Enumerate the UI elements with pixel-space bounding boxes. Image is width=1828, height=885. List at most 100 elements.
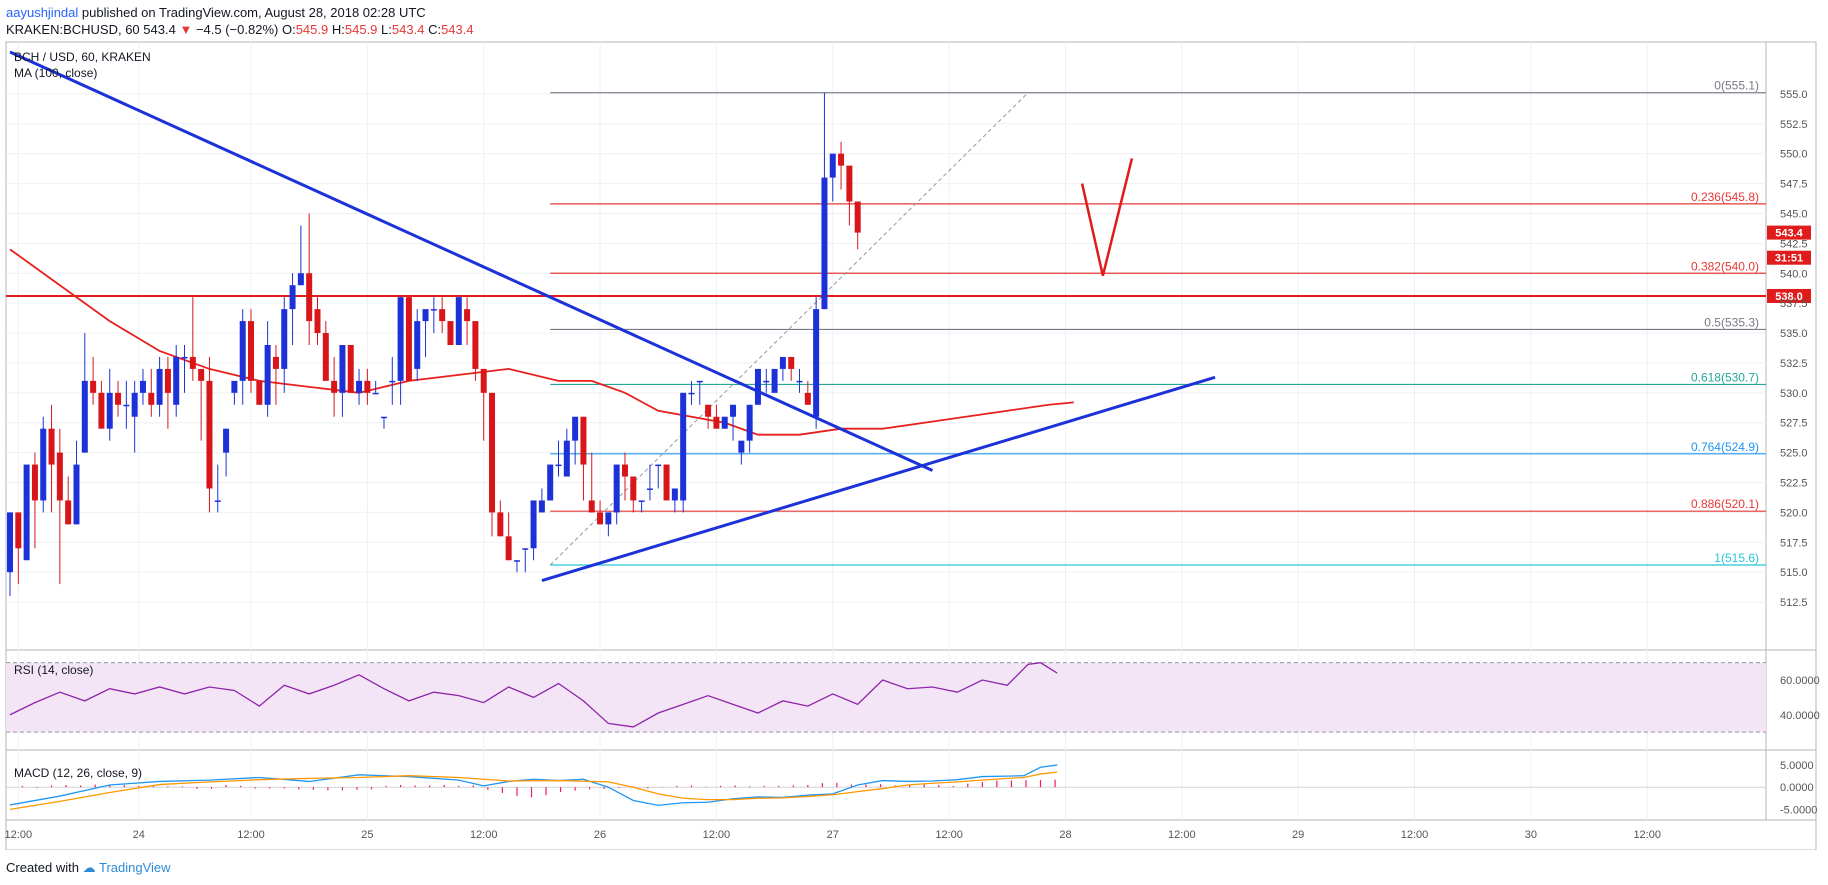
candle-body [721, 416, 728, 429]
rsi-tick-label: 40.0000 [1780, 710, 1820, 722]
time-tick-label: 28 [1059, 829, 1071, 841]
candle-body [23, 464, 30, 561]
time-tick-label: 12:00 [1633, 829, 1661, 841]
candle-body [779, 356, 786, 369]
candle-body [389, 380, 396, 383]
trendlines[interactable] [9, 50, 1216, 582]
candle-body [173, 356, 180, 405]
price-tick-label: 532.5 [1780, 358, 1808, 370]
candle-body [314, 309, 321, 334]
down-arrow-icon: ▼ [179, 22, 193, 37]
rsi-band-fill [6, 662, 1766, 733]
candle-body [605, 512, 612, 525]
candle-body [754, 368, 761, 405]
candle-body [738, 440, 745, 453]
price-axis[interactable]: 512.5 515.0 517.5 520.0 522.5 525.0 527.5 530.0… [1767, 89, 1811, 609]
candle-body [572, 416, 579, 441]
rsi-legend: RSI (14, close) [14, 663, 93, 677]
chart-title: BCH / USD, 60, KRAKEN [14, 50, 151, 64]
time-tick-label: 12:00 [935, 829, 963, 841]
rsi-band [6, 662, 1766, 733]
candle-body [281, 309, 288, 369]
candle-body [688, 392, 695, 395]
fib-level-label: 0.618(530.7) [1691, 370, 1759, 384]
candle-body [106, 392, 113, 429]
time-tick-label: 26 [594, 829, 606, 841]
price-tick-label: 540.0 [1780, 268, 1808, 280]
macd-tick-label: 0.0000 [1780, 782, 1814, 794]
candle-body [555, 464, 562, 467]
signal-line [9, 771, 1058, 810]
candle-body [90, 380, 97, 393]
candle-body [306, 273, 313, 322]
price-tick-label: 520.0 [1780, 507, 1808, 519]
candle-body [705, 404, 712, 417]
candle-body [796, 380, 803, 383]
candle-body [447, 321, 454, 345]
candle-body [164, 368, 171, 393]
candle-body [613, 464, 620, 513]
candle-body [480, 368, 487, 393]
close-value: 543.4 [441, 22, 474, 37]
candle-body [655, 464, 662, 467]
candle-body [829, 153, 836, 178]
macd-pane: 5.0000 0.0000 -5.0000 [6, 760, 1817, 816]
price-tick-label: 512.5 [1780, 597, 1808, 609]
time-tick-label: 25 [361, 829, 373, 841]
time-tick-label: 12:00 [5, 829, 33, 841]
fib-level-label: 0.886(520.1) [1691, 497, 1759, 511]
price-tick-label: 550.0 [1780, 149, 1808, 161]
time-tick-label: 30 [1525, 829, 1537, 841]
candle-body [131, 392, 138, 417]
candle-body [198, 368, 205, 381]
candles [7, 92, 861, 597]
fib-level-label: 0.382(540.0) [1691, 259, 1759, 273]
candle-body [40, 428, 47, 501]
candle-body [638, 500, 645, 502]
time-tick-label: 12:00 [237, 829, 265, 841]
candle-body [356, 380, 363, 393]
fib-level-label: 0(555.1) [1714, 79, 1759, 93]
candle-body [81, 380, 88, 453]
current-price-label: 31:51 [1775, 253, 1803, 265]
candle-body [347, 345, 354, 393]
candle-body [763, 380, 770, 383]
candle-body [597, 512, 604, 525]
price-tick-label: 517.5 [1780, 537, 1808, 549]
close-label: C: [428, 22, 442, 37]
candle-body [455, 297, 462, 345]
candle-body [65, 500, 72, 525]
ma-legend: MA (100, close) [14, 66, 97, 80]
candle-body [804, 392, 811, 405]
time-axis[interactable]: 12:00 24 12:00 25 12:00 26 12:00 27 12:00 28 12:00… [5, 829, 1661, 841]
price-tick-label: 547.5 [1780, 179, 1808, 191]
high-value: 545.9 [344, 22, 378, 37]
created-with-text: Created with [6, 860, 79, 875]
publish-line: aayushjindal published on TradingView.co… [6, 4, 1822, 21]
price-tick-label: 545.0 [1780, 208, 1808, 220]
candle-body [430, 309, 437, 311]
rsi-tick-label: 60.0000 [1780, 675, 1820, 687]
candle-body [547, 464, 554, 501]
candle-body [472, 321, 479, 369]
candle-body [15, 512, 22, 549]
tradingview-link[interactable]: TradingView [99, 860, 171, 875]
candle-body [73, 464, 80, 525]
candle-body [730, 404, 737, 417]
macd-legend: MACD (12, 26, close, 9) [14, 766, 142, 780]
price-tick-label: 542.5 [1780, 238, 1808, 250]
candle-body [397, 297, 404, 381]
price-tick-label: 525.0 [1780, 448, 1808, 460]
open-label: O: [281, 22, 296, 37]
chart-canvas[interactable]: 0(555.1) 0.236(545.8) 0.382(540.0) 0.5(535.… [0, 40, 1828, 850]
candle-body [31, 464, 38, 501]
time-tick-label: 29 [1292, 829, 1304, 841]
author-link[interactable]: aayushjindal [6, 5, 79, 20]
price-tick-label: 535.0 [1780, 328, 1808, 340]
candle-body [771, 368, 778, 393]
candle-body [364, 380, 371, 393]
rsi-pane: 40.0000 60.0000 [9, 662, 1820, 728]
candle-body [48, 428, 55, 465]
candle-body [380, 416, 387, 419]
candle-body [98, 392, 105, 429]
